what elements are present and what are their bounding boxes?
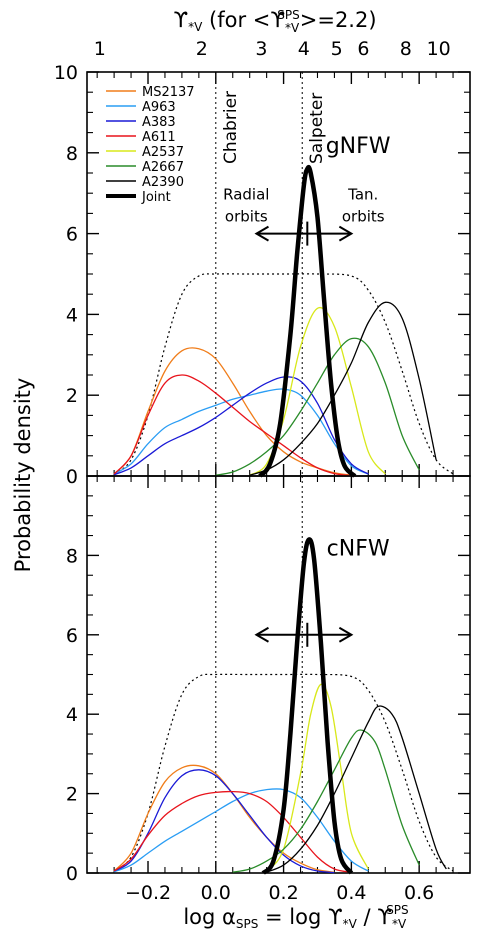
series-line-a611 [113, 790, 352, 873]
series-line-ms2137 [113, 347, 352, 476]
y-tick-label: 6 [66, 224, 78, 246]
y-axis-title: Probability density [11, 378, 35, 573]
top-tick-label: 3 [255, 38, 267, 60]
x-tick-label: −0.2 [125, 882, 171, 904]
y-tick-label: 0 [66, 863, 78, 885]
reference-label-chabrier: Chabrier [221, 91, 241, 164]
legend-label-a2537: A2537 [142, 145, 184, 160]
panel-gNFW: Chabrier Salpeter 0 2 4 6 8 10 gNFW Radial orbits T… [54, 62, 471, 488]
reference-label-salpeter: Salpeter [307, 93, 327, 164]
x-tick-label: 0.6 [404, 882, 434, 904]
arrow-right-head [338, 225, 354, 242]
series-line-a963 [113, 788, 369, 873]
panels: Chabrier Salpeter0246810gNFWRadialorbitsT… [54, 38, 471, 904]
arrow-left-head [254, 626, 269, 643]
top-tick-label: 8 [400, 38, 412, 60]
y-tick-label: 4 [66, 704, 78, 726]
top-tick-label: 4 [298, 38, 310, 60]
legend-label-a383: A383 [142, 115, 176, 130]
series-line-a2667 [215, 337, 420, 476]
legend-label-a2667: A2667 [142, 160, 184, 175]
y-tick-label: 8 [66, 545, 78, 567]
top-tick-label: 5 [331, 38, 343, 60]
x-tick-label: 0.0 [201, 882, 231, 904]
x-tick-label: 0.4 [336, 882, 366, 904]
x-tick-label: 0.2 [268, 882, 298, 904]
legend-label-a963: A963 [142, 100, 176, 115]
y-tick-label: 8 [66, 143, 78, 165]
panel-label: cNFW [327, 536, 390, 561]
top-tick-label: 6 [357, 38, 369, 60]
plot-frame [86, 475, 471, 874]
series-line-ms2137 [113, 764, 335, 873]
y-tick-label: 2 [66, 784, 78, 806]
series-line-a611 [113, 374, 352, 477]
series-line-a383 [113, 376, 369, 476]
top-tick-label: 10 [427, 38, 451, 60]
radial-orbits-label: Radial [223, 185, 269, 203]
tangential-orbits-label: Tan. [347, 185, 378, 203]
top-tick-label: 1 [94, 38, 106, 60]
radial-orbits-label: orbits [225, 207, 268, 225]
y-tick-label: 6 [66, 625, 78, 647]
y-tick-label: 10 [54, 62, 78, 84]
panel-label: gNFW [326, 134, 391, 159]
top-axis-title: ϒ*V (for <ϒ*VSPS>=2.2) [173, 8, 376, 35]
legend-label-a2390: A2390 [142, 175, 184, 190]
series-line-a963 [113, 388, 369, 475]
series-line-joint [261, 537, 354, 875]
y-tick-label: 0 [66, 466, 78, 488]
y-tick-label: 2 [66, 385, 78, 407]
series-line-a383 [113, 769, 335, 874]
arrow-left-head [254, 225, 269, 242]
series-line-prior [113, 673, 454, 872]
series-line-a2390 [249, 301, 437, 476]
series-line-a2537 [266, 683, 369, 872]
arrow-right-head [338, 626, 354, 643]
panel-cNFW: −0.2 0.0 0.2 0.4 0.6 0 2 4 6 8 cNFW [66, 475, 471, 904]
legend-label-ms2137: MS2137 [142, 85, 195, 100]
y-tick-label: 4 [66, 304, 78, 326]
top-tick-label: 2 [196, 38, 208, 60]
series-line-prior [113, 273, 454, 475]
series-line-joint [258, 164, 357, 478]
series-line-a2390 [266, 705, 447, 873]
x-axis-title: log αSPS = log ϒ*V / ϒ*VSPS [183, 903, 408, 931]
tangential-orbits-label: orbits [342, 207, 385, 225]
legend-label-a611: A611 [142, 130, 176, 145]
legend-label-joint: Joint [141, 190, 171, 205]
series-line-a2667 [232, 729, 420, 873]
series-line-a2537 [249, 306, 386, 476]
